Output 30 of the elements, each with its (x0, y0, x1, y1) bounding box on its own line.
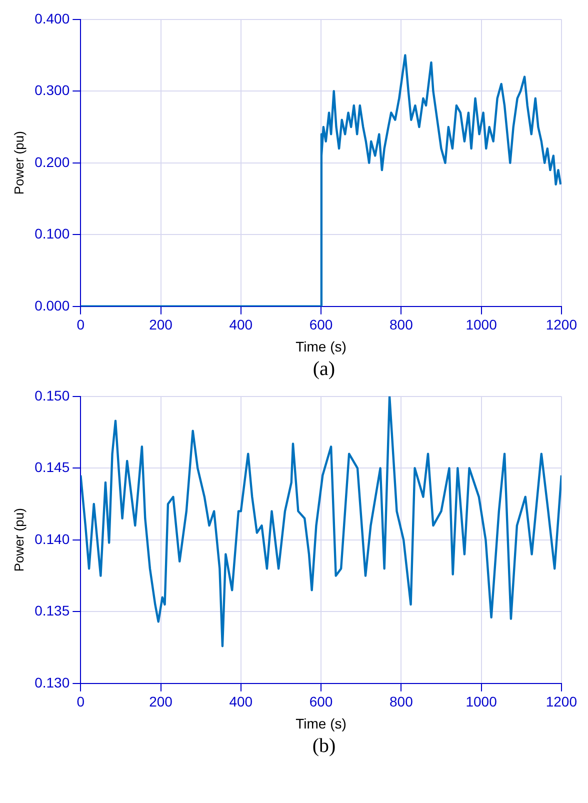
x-tick-label: 200 (149, 694, 173, 710)
text: (a) (312, 358, 336, 381)
x-tick-label: 600 (309, 316, 333, 333)
x-axis-title: Time (s) (296, 338, 346, 354)
y-tick-label: 0.200 (34, 154, 70, 170)
y-tick-label: 0.140 (34, 530, 70, 547)
y-axis-title: Power (pu) (11, 131, 26, 195)
x-tick-label: 0 (76, 316, 85, 333)
y-tick-label: 0.130 (34, 674, 70, 690)
x-tick-label: 800 (389, 694, 414, 710)
y-axis-title: Power (pu) (11, 508, 26, 572)
x-tick-label: 800 (389, 316, 414, 333)
y-tick-label: 0.300 (34, 82, 70, 98)
y-tick-label: 0.400 (34, 10, 70, 26)
x-tick-label: 0 (76, 694, 85, 710)
x-axis-title: Time (s) (296, 715, 346, 732)
y-tick-label: 0.150 (34, 387, 70, 404)
x-tick-label: 1200 (546, 694, 578, 710)
x-tick-label: 1200 (546, 316, 578, 333)
x-tick-label: 1000 (466, 694, 498, 710)
x-tick-label: 600 (309, 694, 333, 710)
y-tick-label: 0.145 (34, 459, 70, 476)
x-tick-label: 200 (149, 316, 173, 333)
y-tick-label: 0.000 (34, 297, 70, 314)
text: (b) (311, 735, 337, 758)
x-tick-label: 400 (229, 694, 253, 710)
x-tick-label: 400 (229, 316, 253, 333)
y-tick-label: 0.100 (34, 226, 70, 242)
x-tick-label: 1000 (466, 316, 498, 333)
y-tick-label: 0.135 (34, 602, 70, 619)
